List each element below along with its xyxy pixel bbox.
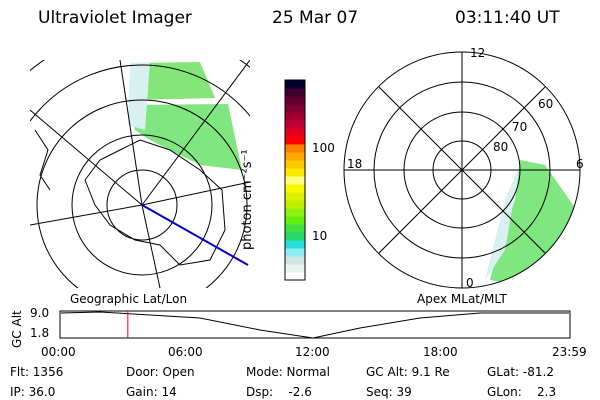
flt-value: Flt: 1356 xyxy=(10,365,64,379)
ip-value: IP: 36.0 xyxy=(10,385,56,399)
gain-value: Gain: 14 xyxy=(126,385,177,399)
colorbar-tick-100: 100 xyxy=(312,141,335,155)
lat-80-label: 80 xyxy=(493,140,509,154)
glat-value: GLat: -81.2 xyxy=(487,365,554,379)
geographic-label: Geographic Lat/Lon xyxy=(70,292,188,306)
colorbar-swatch xyxy=(285,160,305,169)
timeline-ylabel: GC Alt xyxy=(10,310,24,348)
lat-60-label: 60 xyxy=(538,97,554,111)
timeline-tick: 23:59 xyxy=(552,345,587,359)
time-label: 03:11:40 UT xyxy=(455,8,560,28)
timeline-ymax: 9.0 xyxy=(30,306,50,320)
mlt-18-label: 18 xyxy=(347,157,363,171)
colorbar-swatch xyxy=(285,240,305,249)
seq-value: Seq: 39 xyxy=(366,385,412,399)
dsp-value: Dsp: -2.6 xyxy=(246,385,312,399)
timeline-plot xyxy=(59,310,571,339)
colorbar-swatch xyxy=(285,112,305,121)
colorbar-swatch xyxy=(285,136,305,145)
timeline-tick: 18:00 xyxy=(423,345,458,359)
timeline-tick: 00:00 xyxy=(41,345,76,359)
apex-label: Apex MLat/MLT xyxy=(417,292,507,306)
lat-70-label: 70 xyxy=(512,120,528,134)
timeline-tick: 12:00 xyxy=(295,345,330,359)
colorbar-swatch xyxy=(285,120,305,129)
geographic-plot xyxy=(30,60,250,288)
colorbar-swatch xyxy=(285,264,305,273)
mlt-0-label: 0 xyxy=(466,276,474,290)
colorbar-swatch xyxy=(285,208,305,217)
timeline-ymin: 1.8 xyxy=(30,326,50,340)
colorbar-swatch xyxy=(285,168,305,177)
mode-value: Mode: Normal xyxy=(246,365,330,379)
colorbar xyxy=(285,80,305,281)
door-value: Door: Open xyxy=(126,365,195,379)
colorbar-swatch xyxy=(285,232,305,241)
colorbar-swatch xyxy=(285,200,305,209)
colorbar-swatch xyxy=(285,248,305,257)
colorbar-swatch xyxy=(285,192,305,201)
apex-plot xyxy=(343,51,581,289)
gcalt-value: GC Alt: 9.1 Re xyxy=(366,365,450,379)
date-label: 25 Mar 07 xyxy=(272,8,359,28)
timeline-tick: 06:00 xyxy=(168,345,203,359)
colorbar-swatch xyxy=(285,224,305,233)
colorbar-swatch xyxy=(285,128,305,137)
colorbar-swatch xyxy=(285,216,305,225)
colorbar-swatch xyxy=(285,184,305,193)
colorbar-tick-10: 10 xyxy=(312,229,328,243)
instrument-title: Ultraviolet Imager xyxy=(38,8,192,28)
colorbar-swatch xyxy=(285,272,305,281)
colorbar-swatch xyxy=(285,152,305,161)
colorbar-swatch xyxy=(285,88,305,97)
colorbar-unit: photon cm⁻²s⁻¹ xyxy=(240,149,255,250)
colorbar-swatch xyxy=(285,176,305,185)
glon-value: GLon: 2.3 xyxy=(487,385,557,399)
mlt-12-label: 12 xyxy=(470,46,486,60)
colorbar-swatch xyxy=(285,80,305,89)
colorbar-swatch xyxy=(285,144,305,153)
mlt-6-label: 6 xyxy=(576,157,584,171)
colorbar-swatch xyxy=(285,256,305,265)
colorbar-swatch xyxy=(285,104,305,113)
colorbar-swatch xyxy=(285,96,305,105)
